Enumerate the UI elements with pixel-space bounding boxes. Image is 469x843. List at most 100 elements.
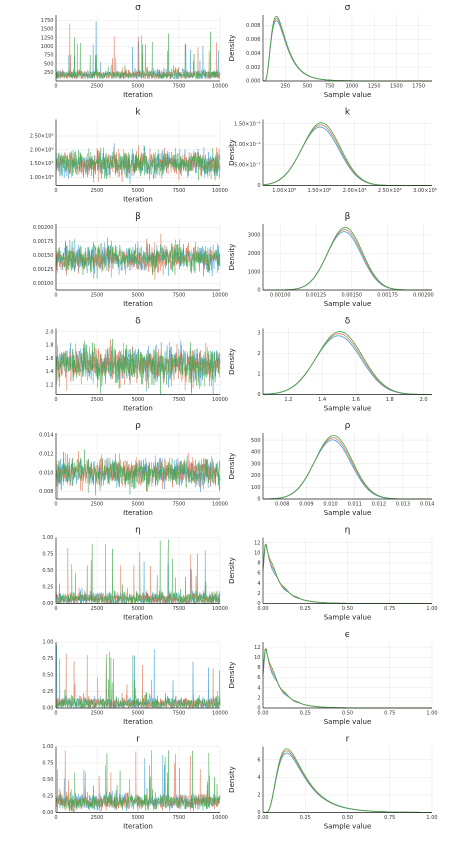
- y-tick-label: 250: [44, 70, 54, 76]
- x-tick-label: 2500: [91, 502, 104, 508]
- y-tick-label: 1750: [41, 18, 54, 24]
- density-title: ρ: [345, 421, 351, 431]
- density-x-axis-label: Sample value: [324, 718, 372, 726]
- x-tick-label: 0.00150: [341, 293, 362, 299]
- x-tick-label: 0: [54, 815, 57, 821]
- x-tick-label: 0.75: [384, 815, 395, 821]
- density-x-axis-label: Sample value: [324, 614, 372, 622]
- y-tick-label: 8: [257, 665, 260, 671]
- y-tick-label: 0.50: [42, 568, 53, 574]
- density-curve-chain-2: [262, 437, 432, 500]
- density-y-axis-label: Density: [228, 348, 236, 375]
- y-tick-label: 1.00×10⁻⁶: [234, 142, 260, 148]
- x-tick-label: 2500: [91, 188, 104, 194]
- x-tick-label: 10000: [212, 606, 228, 612]
- density-title: δ: [345, 317, 351, 327]
- y-tick-label: 0.50: [42, 673, 53, 679]
- density-series-group: [262, 435, 432, 500]
- y-tick-label: 0.50: [42, 777, 53, 783]
- y-tick-label: 1.00: [42, 640, 53, 646]
- y-tick-label: 2.0: [46, 330, 54, 336]
- trace-line-chain-3: [55, 750, 221, 812]
- x-tick-label: 0: [54, 502, 57, 508]
- trace-line-chain-1: [55, 645, 221, 709]
- x-tick-label: 1.00×10⁶: [272, 188, 296, 194]
- x-tick-label: 5000: [132, 397, 145, 403]
- y-tick-label: 0.000: [246, 79, 260, 85]
- trace-series-group: [55, 143, 221, 184]
- trace-panel-4: 0 2500 5000 7500 10000 0.008 0.010 0.012 0.014 ρ I…: [39, 421, 228, 517]
- trace-title: ρ: [135, 421, 141, 431]
- y-tick-label: 4: [257, 581, 260, 587]
- y-tick-label: 0.75: [42, 761, 53, 767]
- x-tick-label: 2.0: [420, 397, 428, 403]
- density-panel-2: 0.00100 0.00125 0.00150 0.00175 0.00200 0 1000…: [228, 212, 434, 308]
- x-tick-label: 1750: [412, 84, 425, 90]
- trace-line-chain-3: [55, 237, 221, 279]
- density-y-axis-label: Density: [228, 453, 236, 480]
- density-y-axis-label: Density: [228, 557, 236, 584]
- trace-x-axis-label: Iteration: [123, 823, 153, 831]
- y-tick-label: 2: [257, 591, 260, 597]
- x-tick-label: 0.00: [257, 815, 268, 821]
- trace-x-axis-label: Iteration: [123, 300, 153, 308]
- y-tick-label: 6: [257, 675, 260, 681]
- x-tick-label: 0.014: [420, 502, 434, 508]
- x-tick-label: 0.008: [275, 502, 289, 508]
- y-tick-label: 3: [257, 330, 260, 336]
- density-title: r: [346, 735, 350, 745]
- y-tick-label: 1.2: [46, 382, 54, 388]
- y-tick-label: 0.00: [42, 706, 53, 712]
- trace-x-axis-label: Iteration: [123, 509, 153, 517]
- x-tick-label: 7500: [173, 84, 186, 90]
- trace-title: δ: [135, 317, 141, 327]
- x-tick-label: 1000: [346, 84, 359, 90]
- density-curve-chain-3: [262, 331, 432, 395]
- x-tick-label: 10000: [212, 84, 228, 90]
- x-tick-label: 5000: [132, 502, 145, 508]
- y-tick-label: 100: [251, 485, 261, 491]
- trace-x-axis-label: Iteration: [123, 196, 153, 204]
- trace-x-axis-label: Iteration: [123, 91, 153, 99]
- y-tick-label: 0.75: [42, 656, 53, 662]
- density-curve-chain-2: [262, 124, 432, 186]
- density-curve-chain-3: [263, 226, 432, 291]
- x-tick-label: 1250: [368, 84, 381, 90]
- trace-line-chain-3: [55, 449, 221, 495]
- y-tick-label: 0.25: [42, 689, 53, 695]
- y-tick-label: 200: [251, 473, 261, 479]
- x-tick-label: 2.00×10⁶: [343, 188, 367, 194]
- y-tick-label: 0.00150: [33, 253, 54, 259]
- trace-panel-2: 0 2500 5000 7500 10000 0.00100 0.00125 0.00150 0…: [33, 212, 228, 308]
- y-tick-label: 1.00: [42, 744, 53, 750]
- x-tick-label: 0.50: [342, 606, 353, 612]
- x-tick-label: 7500: [173, 502, 186, 508]
- x-tick-label: 3.00×10⁶: [413, 188, 437, 194]
- y-tick-label: 0.00200: [33, 225, 54, 231]
- x-tick-label: 0: [54, 606, 57, 612]
- trace-title: β: [135, 212, 141, 222]
- y-tick-label: 0: [257, 183, 260, 189]
- x-tick-label: 10000: [212, 502, 228, 508]
- y-tick-label: 400: [251, 450, 261, 456]
- y-tick-label: 1: [257, 372, 260, 378]
- y-tick-label: 0.004: [246, 51, 260, 57]
- y-tick-label: 1500: [41, 27, 54, 33]
- x-tick-label: 0.00200: [413, 293, 434, 299]
- y-tick-label: 1000: [248, 269, 261, 275]
- trace-line-chain-3: [55, 31, 221, 80]
- x-tick-label: 500: [303, 84, 313, 90]
- x-tick-label: 5000: [132, 84, 145, 90]
- y-tick-label: 0.010: [39, 470, 53, 476]
- y-tick-label: 300: [251, 461, 261, 467]
- y-tick-label: 750: [44, 53, 54, 59]
- trace-panel-3: 0 2500 5000 7500 10000 1.2 1.4 1.6 1.8 2.0 δ Iterat…: [46, 317, 228, 413]
- y-tick-label: 12: [254, 645, 260, 651]
- density-panel-0: 250 500 750 1000 1250 1500 1750 0.000 0.002 0.004…: [228, 3, 432, 99]
- density-x-axis-label: Sample value: [324, 823, 372, 831]
- y-tick-label: 500: [251, 438, 261, 444]
- x-tick-label: 2500: [91, 84, 104, 90]
- x-tick-label: 0.010: [323, 502, 337, 508]
- y-tick-label: 3000: [248, 233, 261, 239]
